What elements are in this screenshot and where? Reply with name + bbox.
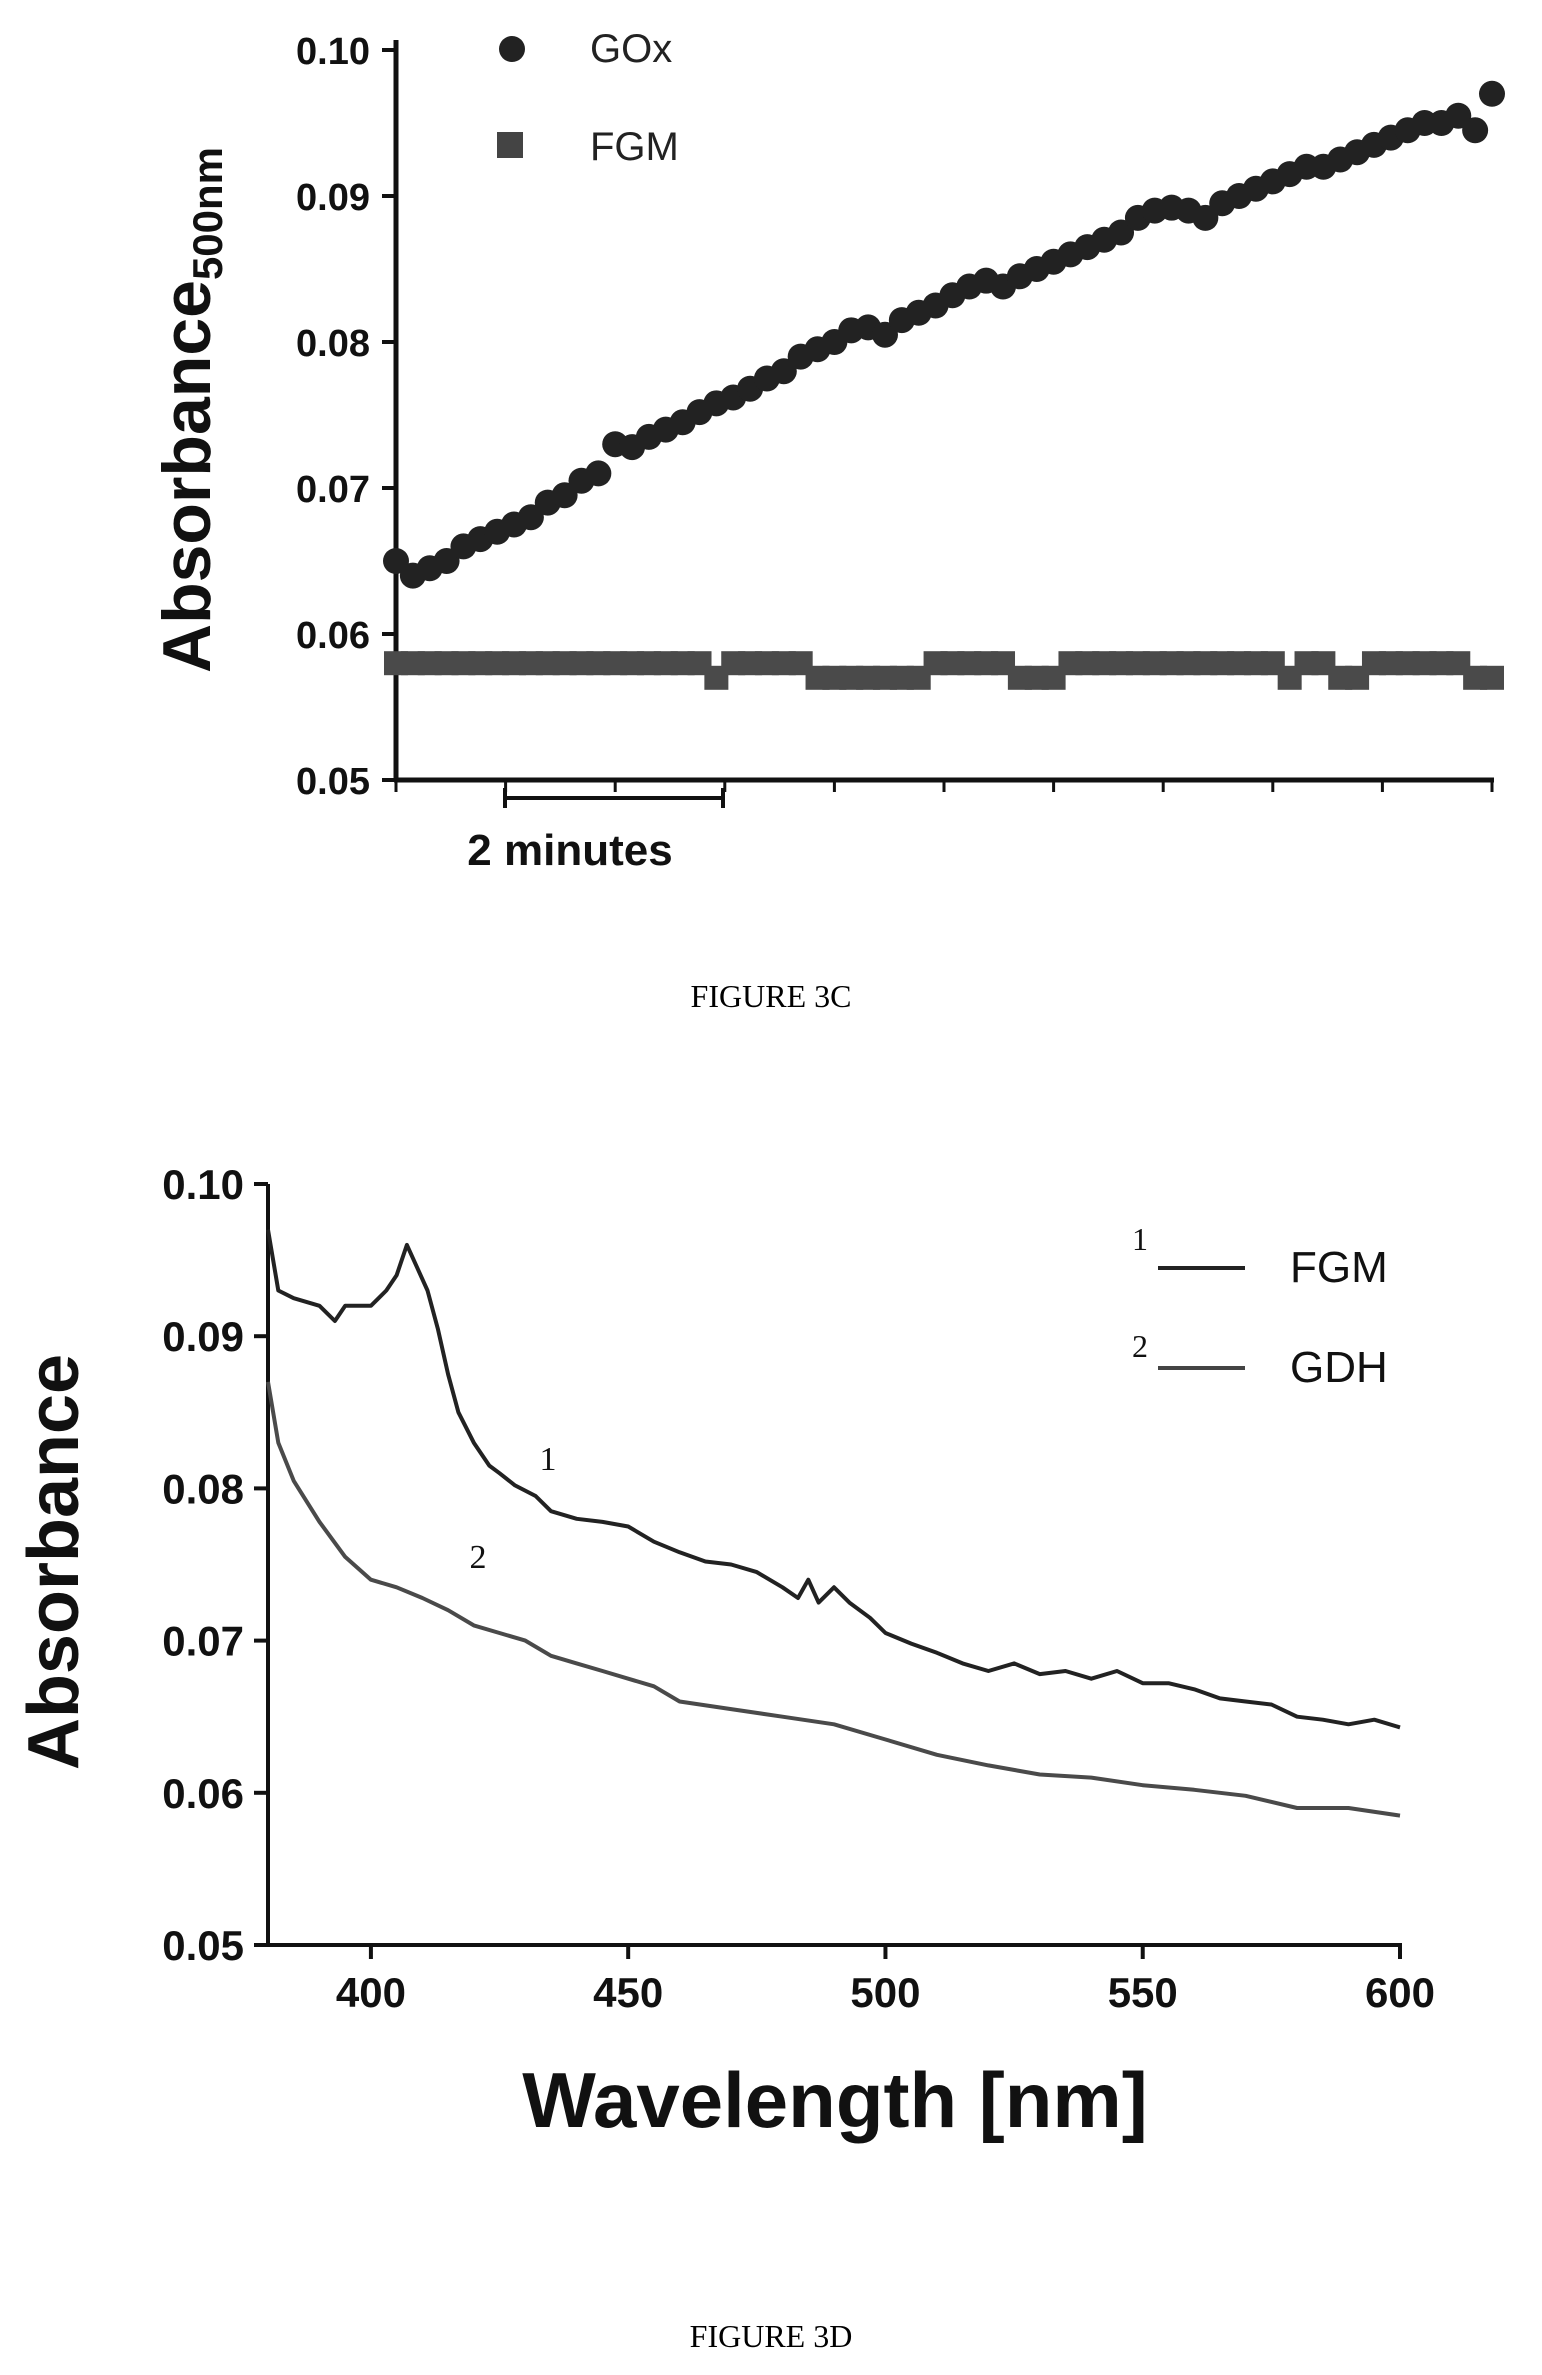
- fgm-line: [266, 1229, 1401, 1730]
- y-tick-label: 0.06: [162, 1770, 244, 1817]
- y-tick-label: 0.10: [296, 31, 370, 73]
- y-tick-label: 0.05: [162, 1922, 244, 1969]
- legend-fgm-label: FGM: [1290, 1243, 1388, 1292]
- legend-gdh-label: GDH: [1290, 1343, 1388, 1392]
- gox-point: [1462, 117, 1489, 144]
- gdh-line: [266, 1381, 1401, 1818]
- figure-3d-caption: FIGURE 3D: [689, 2318, 853, 2354]
- x-tick-label: 500: [850, 1969, 920, 2016]
- scale-bar-label: 2 minutes: [467, 826, 672, 875]
- legend-gdh-number: 2: [1132, 1328, 1148, 1364]
- legend-fgm-number: 1: [1132, 1221, 1148, 1257]
- x-tick-label: 450: [593, 1969, 663, 2016]
- gox-point: [517, 504, 544, 531]
- y-tick-label: 0.08: [162, 1465, 244, 1512]
- y-axis-title: Absorbance500nm: [149, 147, 231, 673]
- figure-3c-caption: FIGURE 3C: [690, 978, 852, 1014]
- y-tick-label: 0.05: [296, 761, 370, 803]
- y-axis-title: Absorbance: [14, 1354, 94, 1770]
- x-tick-label: 600: [1365, 1969, 1435, 2016]
- curve-label-2: 2: [470, 1539, 487, 1576]
- gox-point: [1479, 80, 1505, 107]
- gox-point: [433, 548, 460, 574]
- legend-fgm-marker: [497, 132, 523, 158]
- legend-fgm-label: FGM: [590, 125, 679, 169]
- y-tick-label: 0.07: [296, 469, 370, 511]
- x-axis-title: Wavelength [nm]: [522, 2056, 1147, 2144]
- gox-point: [1108, 219, 1135, 246]
- gox-point: [585, 460, 612, 487]
- legend-gox-label: GOx: [590, 27, 672, 71]
- x-tick-label: 550: [1108, 1969, 1178, 2016]
- x-tick-label: 400: [336, 1969, 406, 2016]
- figure-3d-chart: 0.05 0.06 0.07 0.08 0.09 0.10 400 450 500 550 600…: [14, 1161, 1435, 2144]
- y-axis-title-subscript: 500nm: [184, 147, 231, 280]
- y-axis-title-main: Absorbance: [149, 280, 225, 673]
- gox-point: [1192, 204, 1219, 231]
- y-tick-label: 0.10: [162, 1161, 244, 1208]
- y-tick-label: 0.06: [296, 615, 370, 657]
- legend-gox-marker: [499, 36, 525, 62]
- gox-point: [551, 482, 578, 509]
- gox-point: [871, 321, 898, 348]
- gox-point: [1445, 102, 1472, 129]
- gox-point: [383, 548, 409, 574]
- gox-point: [770, 358, 797, 385]
- y-tick-label: 0.09: [296, 177, 370, 219]
- fgm-point: [1480, 665, 1504, 690]
- y-tick-label: 0.07: [162, 1618, 244, 1665]
- figure-3c-chart: 0.05 0.06 0.07 0.08 0.09 0.10 GOx FGM Absorba…: [149, 27, 1505, 875]
- y-tick-label: 0.09: [162, 1313, 244, 1360]
- curve-label-1: 1: [540, 1441, 557, 1478]
- y-tick-label: 0.08: [296, 323, 370, 365]
